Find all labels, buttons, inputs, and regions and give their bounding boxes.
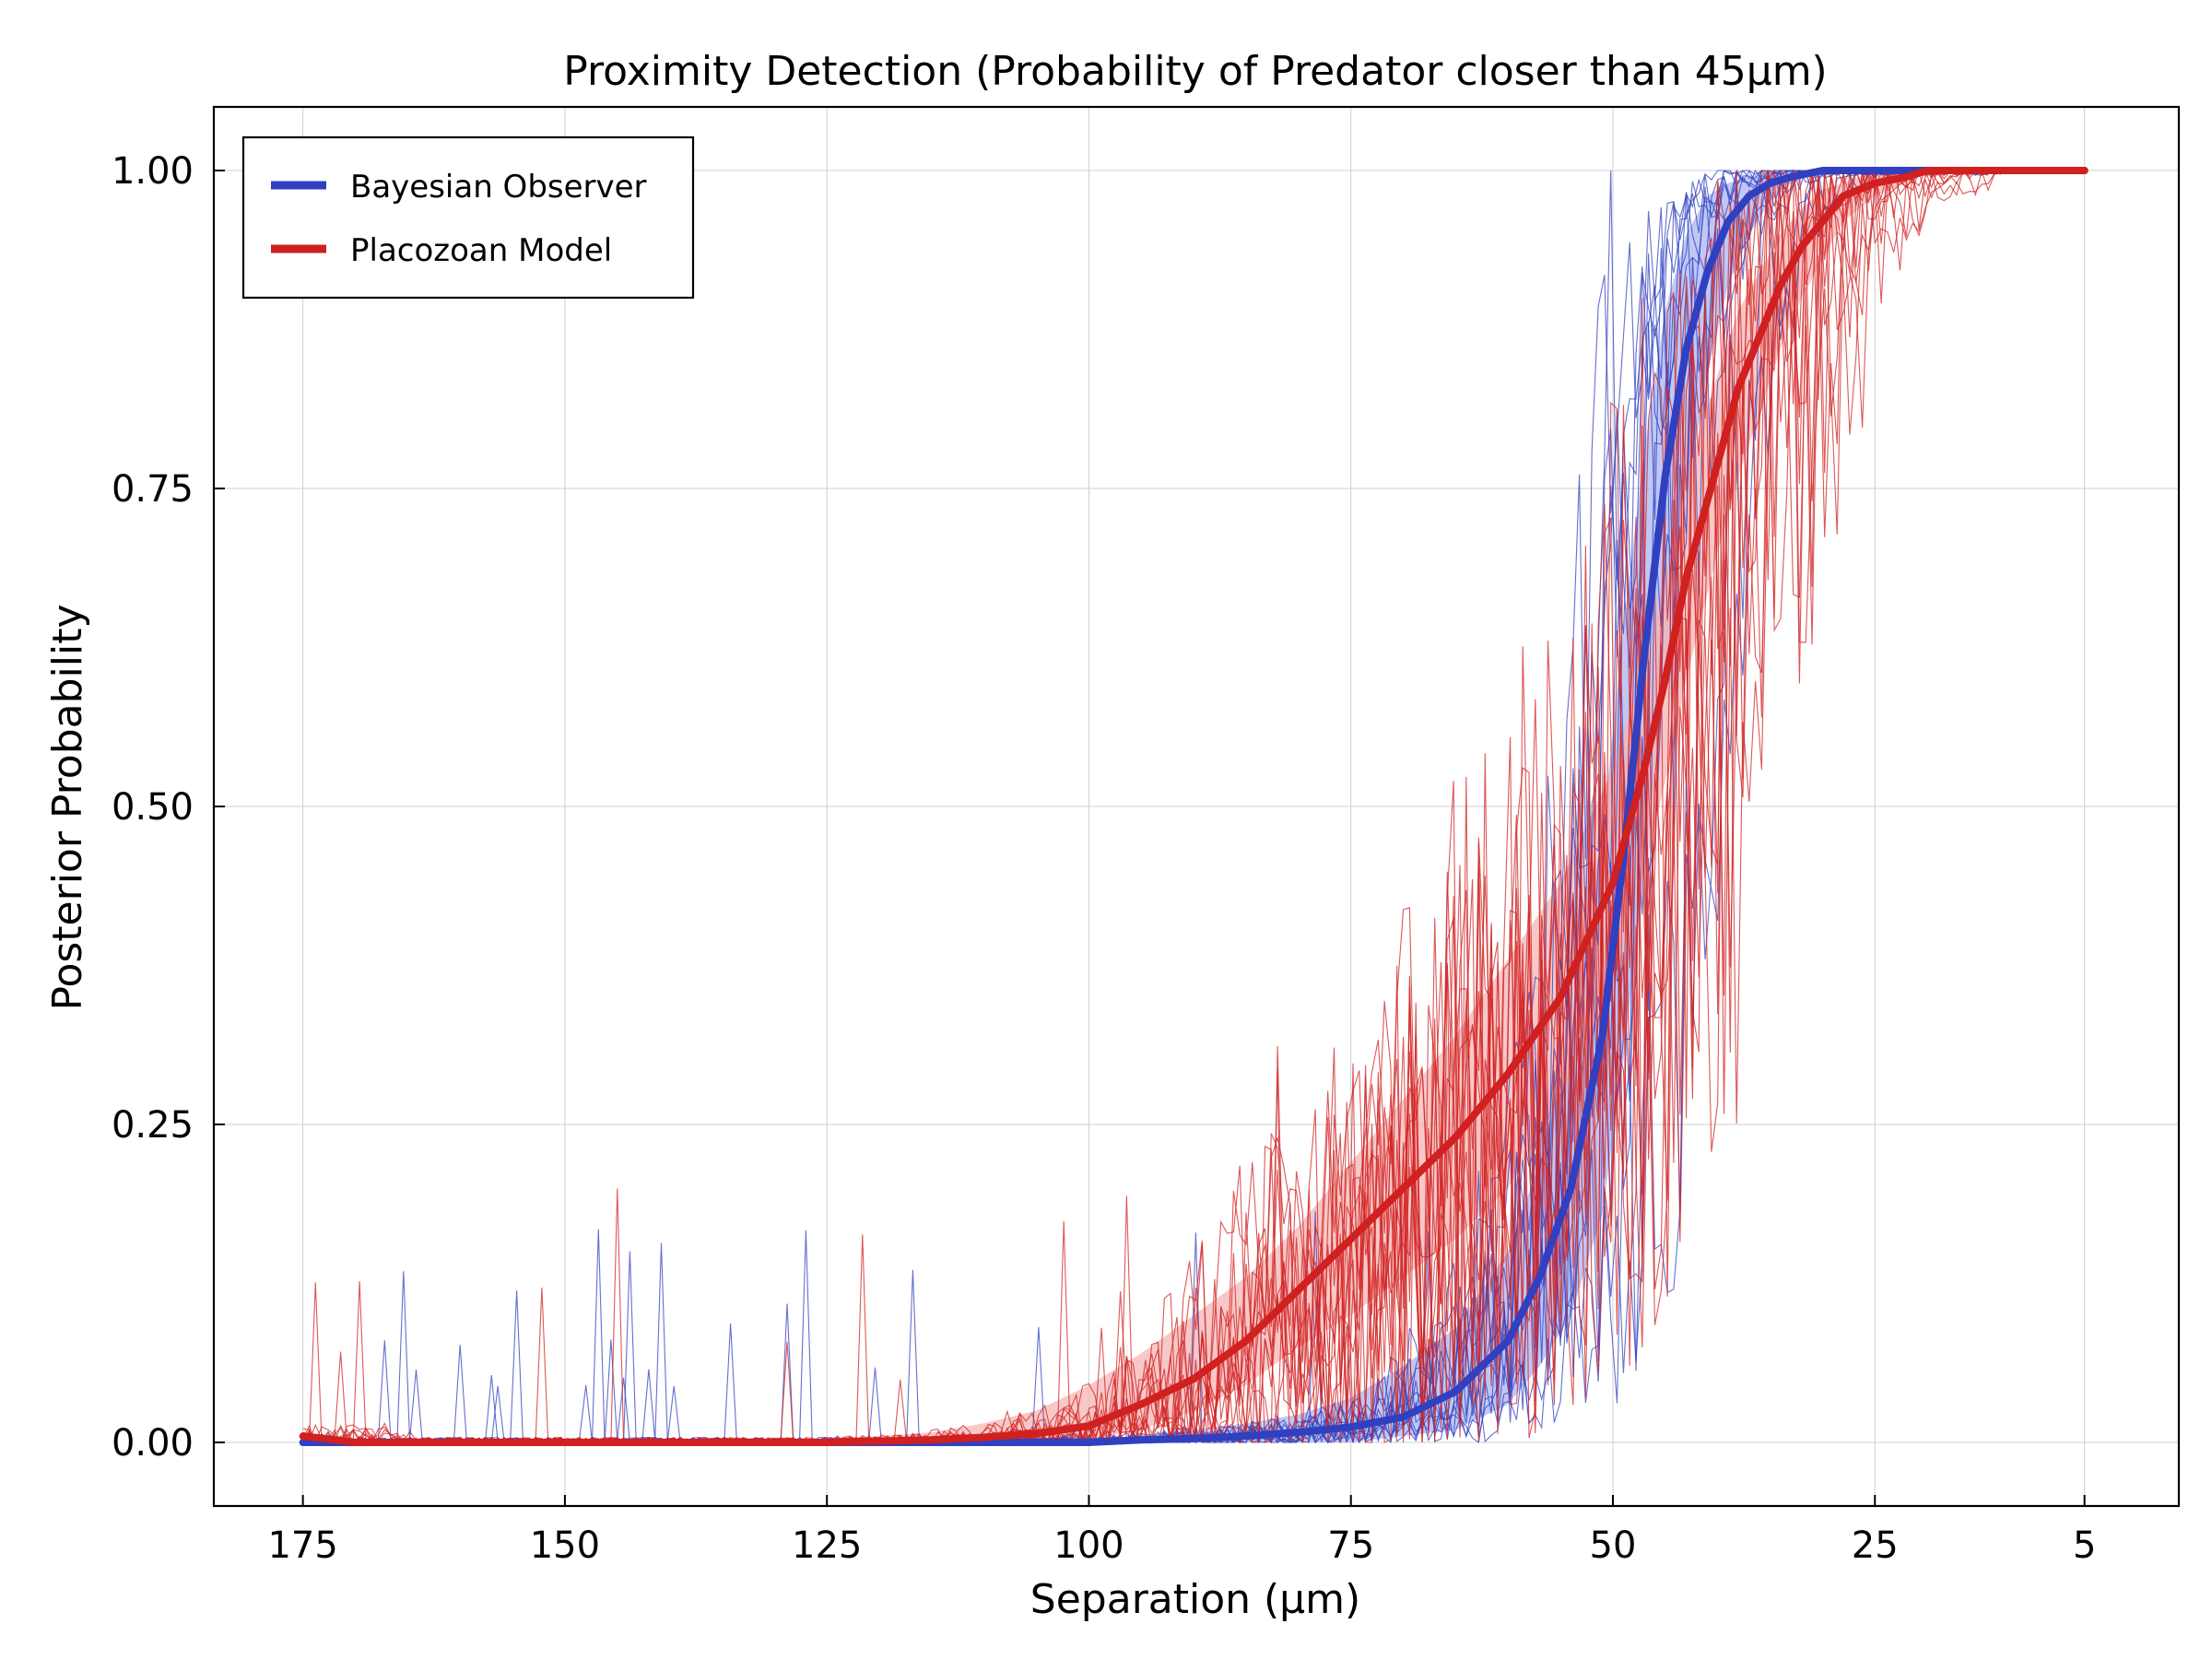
- axis-ticks: 175 150 125 100 75 50 25 5 0.00 0.25 0.50 0.75 1.00: [112, 150, 2096, 1567]
- mean-lines: [299, 167, 2088, 1446]
- x-tick-label: 100: [1053, 1524, 1124, 1567]
- x-tick-label: 125: [792, 1524, 862, 1567]
- y-tick-label: 0.00: [112, 1422, 194, 1465]
- chart-title: Proximity Detection (Probability of Pred…: [563, 48, 1827, 95]
- x-tick-label: 5: [2073, 1524, 2096, 1567]
- legend: Bayesian Observer Placozoan Model: [241, 135, 695, 300]
- x-tick-label: 25: [1852, 1524, 1899, 1567]
- y-tick-label: 0.25: [112, 1104, 194, 1147]
- legend-label-placozoan: Placozoan Model: [350, 232, 612, 269]
- x-tick-label: 50: [1590, 1524, 1637, 1567]
- trace-placozoan: [302, 169, 2001, 1444]
- series-line-placozoan: [299, 167, 2088, 1446]
- x-tick-label: 150: [530, 1524, 600, 1567]
- x-tick-label: 175: [267, 1524, 337, 1567]
- y-tick-label: 0.75: [112, 468, 194, 511]
- y-tick-label: 1.00: [112, 150, 194, 193]
- x-axis-label: Separation (μm): [1030, 1576, 1360, 1623]
- y-tick-label: 0.50: [112, 786, 194, 829]
- legend-box: [241, 135, 695, 300]
- y-axis-label: Posterior Probability: [44, 604, 91, 1010]
- legend-label-bayesian: Bayesian Observer: [350, 169, 647, 206]
- x-tick-label: 75: [1327, 1524, 1374, 1567]
